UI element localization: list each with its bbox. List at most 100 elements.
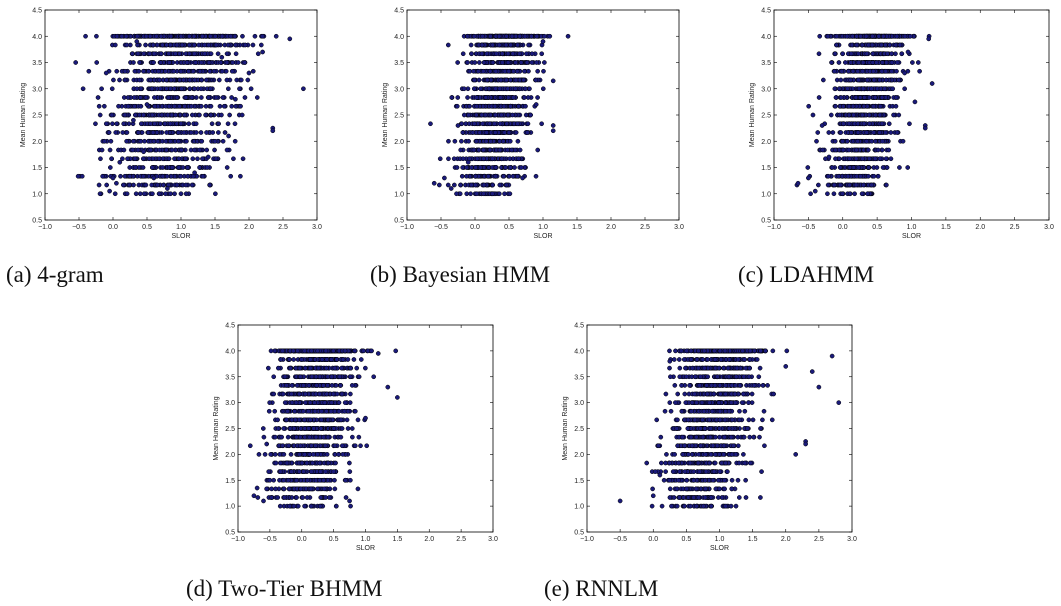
data-point [169,165,175,170]
data-point [220,138,226,144]
data-point [870,68,876,74]
y-tick-label: 1.0 [761,191,771,198]
data-point [847,165,853,170]
data-point [110,121,115,127]
data-point [123,33,129,39]
data-point [240,33,245,39]
data-point [179,42,185,48]
data-point [493,112,499,118]
data-point [114,68,120,74]
data-point [507,191,513,197]
data-point [902,70,907,76]
data-point [137,191,143,197]
data-point [812,188,818,194]
data-point [472,77,477,83]
data-point [871,173,877,179]
y-tick-label: 0.5 [32,218,42,225]
data-point [814,138,819,144]
data-point [829,60,834,65]
x-tick-label: −0.5 [72,224,86,231]
data-point [216,77,222,83]
data-point [178,173,184,179]
data-point [529,51,535,57]
data-point [808,191,813,197]
data-point [169,147,175,153]
data-point [248,86,254,92]
data-point [193,60,199,65]
data-point [518,60,524,65]
x-axis-label: SLOR [356,545,375,552]
data-point [108,138,114,144]
data-point [471,147,477,153]
y-tick-label: 1.5 [761,165,771,172]
data-point [504,33,509,39]
data-point [185,173,191,179]
data-point [255,51,261,57]
data-point [86,68,92,74]
data-point [250,42,256,48]
data-point [270,128,276,134]
data-point [127,173,133,179]
data-point [867,121,872,127]
data-point [473,112,479,118]
data-point [232,33,238,39]
data-point [880,33,886,39]
data-point [188,103,194,109]
data-point [198,86,204,92]
data-point [198,130,204,135]
data-point [863,33,869,39]
data-point [541,68,546,74]
data-point [476,77,482,83]
data-point [454,165,460,170]
data-point [171,68,177,74]
x-tick-label: 1.5 [941,224,951,231]
data-point [831,182,837,188]
data-point [131,95,137,100]
data-point [529,60,535,65]
data-point [894,60,900,65]
data-point [505,51,511,57]
data-point [151,60,156,65]
data-point [515,121,520,127]
data-point [838,77,844,83]
data-point [186,42,192,48]
data-point [213,191,218,197]
data-point [879,68,885,74]
data-point [207,182,213,188]
data-point [501,173,507,179]
x-tick-label: 0.0 [297,536,307,543]
data-point [219,54,225,60]
data-point [860,112,865,118]
data-point [845,173,851,179]
data-point [506,68,512,74]
data-point [899,51,905,57]
data-point [208,86,213,92]
y-tick-label: 2.5 [394,113,404,120]
data-point [550,128,556,134]
data-point [893,95,899,100]
data-point [106,130,112,135]
data-point [183,191,189,197]
data-point [542,33,547,39]
data-point [481,182,487,188]
data-point [880,60,885,65]
data-point [445,182,451,188]
data-point [168,173,174,179]
data-point [466,112,471,118]
data-point [508,42,513,48]
data-point [497,191,502,197]
data-point [141,191,147,197]
data-point [523,86,528,92]
data-point [832,51,838,57]
data-point [137,112,142,118]
data-point [428,121,433,127]
data-point [840,147,846,153]
data-point [860,60,866,65]
data-point [195,156,200,162]
x-tick-label: 2.5 [278,224,288,231]
y-tick-label: 4.5 [32,8,42,15]
data-point [160,42,165,48]
data-point [477,60,482,65]
data-point [850,103,856,109]
data-point [828,112,834,118]
